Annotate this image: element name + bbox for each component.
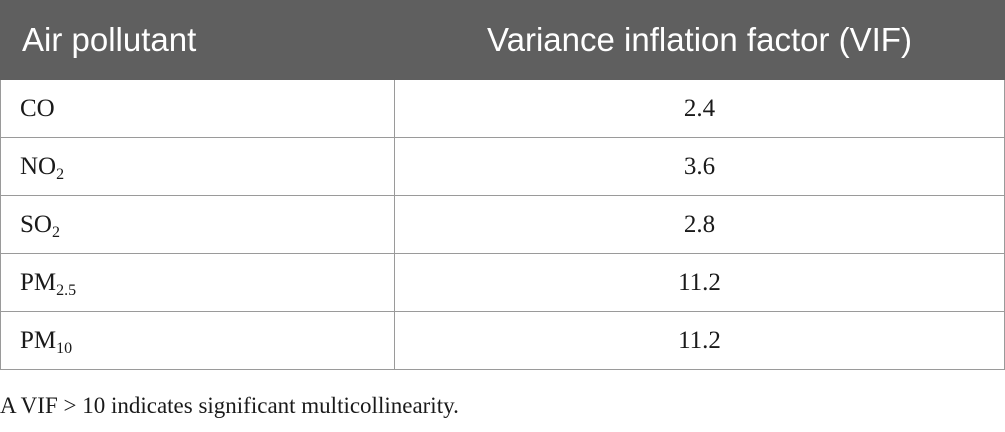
table-row: PM2.5 11.2 <box>0 253 1005 312</box>
pollutant-cell: PM2.5 <box>0 253 395 312</box>
vif-value: 11.2 <box>394 253 1005 312</box>
pollutant-cell: NO2 <box>0 137 395 196</box>
pollutant-name: SO <box>20 210 52 238</box>
table-row: SO2 2.8 <box>0 195 1005 254</box>
table-header: Air pollutant Variance inflation factor … <box>0 0 1005 80</box>
pollutant-cell: PM10 <box>0 311 395 370</box>
vif-table: Air pollutant Variance inflation factor … <box>0 0 1005 370</box>
header-air-pollutant: Air pollutant <box>0 0 395 80</box>
pollutant-name: NO <box>20 152 57 180</box>
pollutant-subscript: 2 <box>56 165 65 183</box>
table-row: CO 2.4 <box>0 79 1005 138</box>
vif-value: 2.4 <box>394 79 1005 138</box>
table-footnote: A VIF > 10 indicates significant multico… <box>0 393 459 418</box>
vif-value: 2.8 <box>394 195 1005 254</box>
header-row: Air pollutant Variance inflation factor … <box>0 0 1005 80</box>
table-body: CO 2.4 NO2 3.6 SO2 2.8 PM2.5 11.2 PM10 1… <box>0 79 1005 370</box>
header-vif: Variance inflation factor (VIF) <box>394 0 1005 80</box>
pollutant-subscript: 2.5 <box>56 281 77 299</box>
pollutant-subscript: 10 <box>56 339 73 357</box>
table-row: NO2 3.6 <box>0 137 1005 196</box>
vif-value: 11.2 <box>394 311 1005 370</box>
table-row: PM10 11.2 <box>0 311 1005 370</box>
pollutant-cell: SO2 <box>0 195 395 254</box>
pollutant-name: PM <box>20 268 57 296</box>
pollutant-cell: CO <box>0 79 395 138</box>
vif-value: 3.6 <box>394 137 1005 196</box>
pollutant-subscript: 2 <box>51 223 60 241</box>
pollutant-name: CO <box>20 94 55 122</box>
pollutant-name: PM <box>20 326 57 354</box>
